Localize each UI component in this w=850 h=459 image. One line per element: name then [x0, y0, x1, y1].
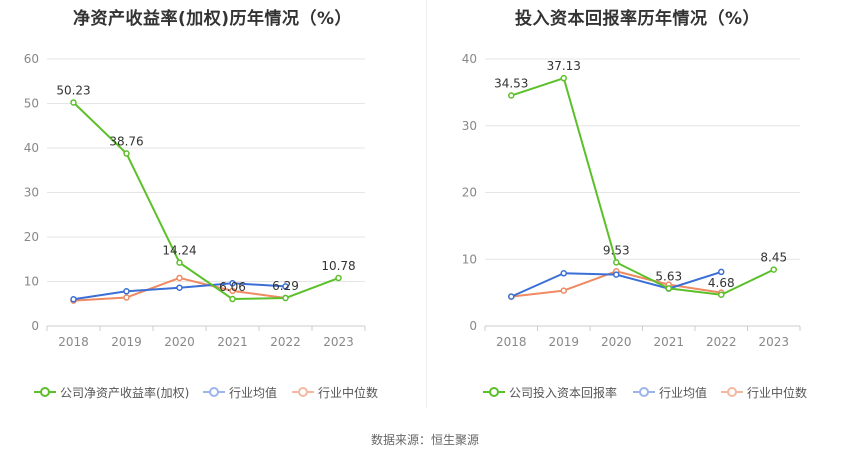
roic-chart: 投入资本回报率历年情况（%） 0 10 20 30 40 2018 2019 2020 2021… — [425, 0, 850, 410]
data-point — [229, 287, 236, 295]
series-line-0 — [72, 101, 339, 301]
x-tick-label: 2020 — [164, 335, 195, 349]
data-label: 6.29 — [272, 279, 299, 293]
legend-label: 公司净资产收益率(加权) — [60, 385, 190, 400]
y-tick-label: 10 — [462, 252, 477, 266]
roe-chart-plot: 0 10 20 30 40 50 60 2018 2019 2020 2021 2022 2023 50.… — [24, 52, 366, 349]
data-label: 10.78 — [321, 259, 355, 273]
legend-item-industry-mean[interactable]: 行业均值 — [633, 382, 707, 402]
legend-item-industry-mean[interactable]: 行业均值 — [203, 382, 277, 402]
data-point — [508, 293, 515, 300]
y-tick-label: 40 — [24, 141, 39, 155]
data-label: 34.53 — [494, 77, 528, 91]
data-point — [70, 99, 77, 106]
data-point — [229, 280, 236, 287]
x-tick-label: 2023 — [323, 335, 354, 349]
y-tick-label: 20 — [24, 230, 39, 244]
legend-label: 行业均值 — [659, 385, 708, 400]
data-point — [718, 291, 725, 299]
y-tick-label: 40 — [462, 52, 477, 66]
data-point — [176, 274, 183, 282]
data-label: 37.13 — [547, 59, 581, 73]
data-label: 14.24 — [162, 244, 196, 258]
legend-label: 公司投入资本回报率 — [509, 385, 618, 400]
data-point — [335, 274, 342, 282]
x-tick-label: 2019 — [548, 335, 579, 349]
data-source-note: 数据来源：恒生聚源 — [370, 433, 479, 447]
x-tick-label: 2021 — [217, 335, 248, 349]
legend-item-industry-median[interactable]: 行业中位数 — [292, 382, 378, 402]
data-point — [560, 270, 567, 277]
y-tick-label: 20 — [462, 186, 477, 200]
data-point — [176, 284, 183, 291]
x-tick-label: 2018 — [496, 335, 527, 349]
roe-chart: 净资产收益率(加权)历年情况（%） 0 10 20 30 40 50 60 2018 2019 2… — [0, 0, 425, 410]
legend-marker-icon — [483, 386, 505, 398]
legend-label: 行业中位数 — [747, 385, 808, 400]
y-tick-label: 30 — [462, 119, 477, 133]
data-point — [560, 287, 567, 294]
data-label: 50.23 — [56, 83, 90, 97]
data-point — [123, 288, 130, 295]
x-tick-label: 2023 — [758, 335, 789, 349]
data-label: 6.06 — [219, 280, 246, 294]
data-point — [613, 259, 620, 266]
data-point — [282, 294, 289, 302]
y-tick-label: 30 — [24, 186, 39, 200]
data-label: 5.63 — [655, 269, 682, 283]
legend-marker-icon — [292, 386, 314, 398]
data-point — [229, 295, 236, 303]
legend-marker-icon — [721, 386, 743, 398]
x-tick-label: 2020 — [601, 335, 632, 349]
legend-item-company-roic[interactable]: 公司投入资本回报率 — [483, 382, 617, 402]
x-tick-label: 2022 — [270, 335, 301, 349]
data-point — [123, 294, 130, 301]
x-tick-label: 2021 — [653, 335, 684, 349]
y-tick-label: 10 — [24, 275, 39, 289]
data-label: 8.45 — [760, 251, 787, 265]
y-tick-label: 50 — [24, 97, 39, 111]
legend-marker-icon — [203, 386, 225, 398]
series-line-0 — [510, 77, 775, 296]
data-point — [560, 74, 567, 82]
legend-label: 行业中位数 — [318, 385, 379, 400]
data-point — [176, 259, 183, 266]
data-point — [770, 266, 777, 273]
legend-item-industry-median[interactable]: 行业中位数 — [721, 382, 807, 402]
y-tick-label: 60 — [24, 52, 39, 66]
y-tick-label: 0 — [31, 319, 39, 333]
roe-chart-title: 净资产收益率(加权)历年情况（%） — [72, 9, 353, 29]
roic-chart-legend: 公司投入资本回报率 行业均值 行业中位数 — [425, 382, 850, 402]
data-point — [123, 150, 130, 157]
x-tick-label: 2022 — [706, 335, 737, 349]
data-point — [508, 92, 515, 99]
legend-marker-icon — [633, 386, 655, 398]
legend-item-company-roe[interactable]: 公司净资产收益率(加权) — [34, 382, 189, 402]
legend-label: 行业均值 — [229, 385, 278, 400]
y-tick-label: 0 — [469, 319, 477, 333]
panel-divider — [426, 0, 427, 408]
data-point — [665, 285, 672, 292]
data-label: 9.53 — [603, 243, 630, 257]
data-label: 4.68 — [708, 276, 735, 290]
x-tick-label: 2019 — [111, 335, 142, 349]
data-label: 38.76 — [109, 135, 143, 149]
data-point — [718, 268, 725, 276]
x-tick-label: 2018 — [58, 335, 89, 349]
roic-chart-plot: 0 10 20 30 40 2018 2019 2020 2021 2022 2023 34.53 37… — [462, 52, 801, 349]
data-point — [613, 271, 620, 278]
data-point — [70, 296, 77, 303]
legend-marker-icon — [34, 386, 56, 398]
roic-chart-title: 投入资本回报率历年情况（%） — [514, 9, 761, 29]
data-point — [282, 283, 289, 290]
roe-chart-legend: 公司净资产收益率(加权) 行业均值 行业中位数 — [0, 382, 425, 402]
